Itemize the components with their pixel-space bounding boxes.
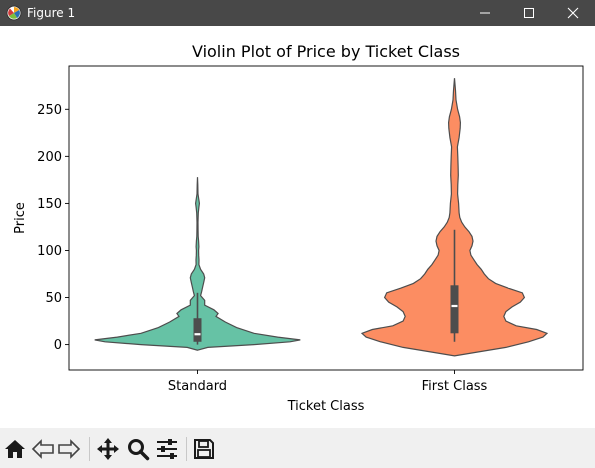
- x-axis-label: Ticket Class: [287, 399, 365, 414]
- save-disk-icon: [194, 439, 214, 459]
- forward-button[interactable]: [57, 437, 81, 461]
- minimize-icon: [480, 12, 490, 14]
- navigation-toolbar: [0, 428, 595, 468]
- pan-move-icon: [97, 438, 119, 460]
- y-tick-label: 250: [37, 103, 62, 118]
- plot-frame: [68, 65, 584, 371]
- window-title: Figure 1: [27, 6, 76, 20]
- violin-iqr-box: [450, 285, 459, 334]
- x-tick-label: Standard: [168, 379, 227, 394]
- home-icon: [5, 440, 25, 458]
- maximize-icon: [524, 8, 534, 18]
- y-tick-label: 200: [37, 150, 62, 165]
- save-button[interactable]: [192, 437, 216, 461]
- window-titlebar: Figure 1: [0, 0, 595, 26]
- forward-arrow-icon: [58, 439, 81, 459]
- figure-canvas: Violin Plot of Price by Ticket Class 0 50…: [0, 26, 595, 428]
- y-tick-label: 150: [37, 197, 62, 212]
- toolbar-separator: [186, 437, 187, 461]
- zoom-button[interactable]: [126, 437, 150, 461]
- maximize-button[interactable]: [507, 0, 551, 26]
- home-button[interactable]: [3, 437, 27, 461]
- x-tick-label: First Class: [422, 379, 488, 394]
- toolbar-separator: [89, 437, 90, 461]
- close-button[interactable]: [551, 0, 595, 26]
- configure-subplots-button[interactable]: [155, 437, 179, 461]
- zoom-magnifier-icon: [128, 439, 150, 461]
- y-axis-label: Price: [13, 202, 28, 234]
- close-icon: [567, 7, 579, 19]
- minimize-button[interactable]: [463, 0, 507, 26]
- violin-chart: Violin Plot of Price by Ticket Class 0 50…: [13, 42, 584, 414]
- y-tick-label: 50: [45, 291, 62, 306]
- y-tick-label: 0: [54, 338, 62, 353]
- violin-iqr-box: [193, 318, 202, 342]
- violin-body: [94, 177, 301, 351]
- back-arrow-icon: [31, 439, 54, 459]
- y-tick-label: 100: [37, 244, 62, 259]
- pan-button[interactable]: [96, 437, 120, 461]
- configure-subplots-icon: [157, 439, 177, 459]
- back-button[interactable]: [31, 437, 55, 461]
- violin-body: [360, 78, 549, 357]
- chart-title: Violin Plot of Price by Ticket Class: [192, 42, 460, 61]
- matplotlib-app-icon: [6, 5, 22, 21]
